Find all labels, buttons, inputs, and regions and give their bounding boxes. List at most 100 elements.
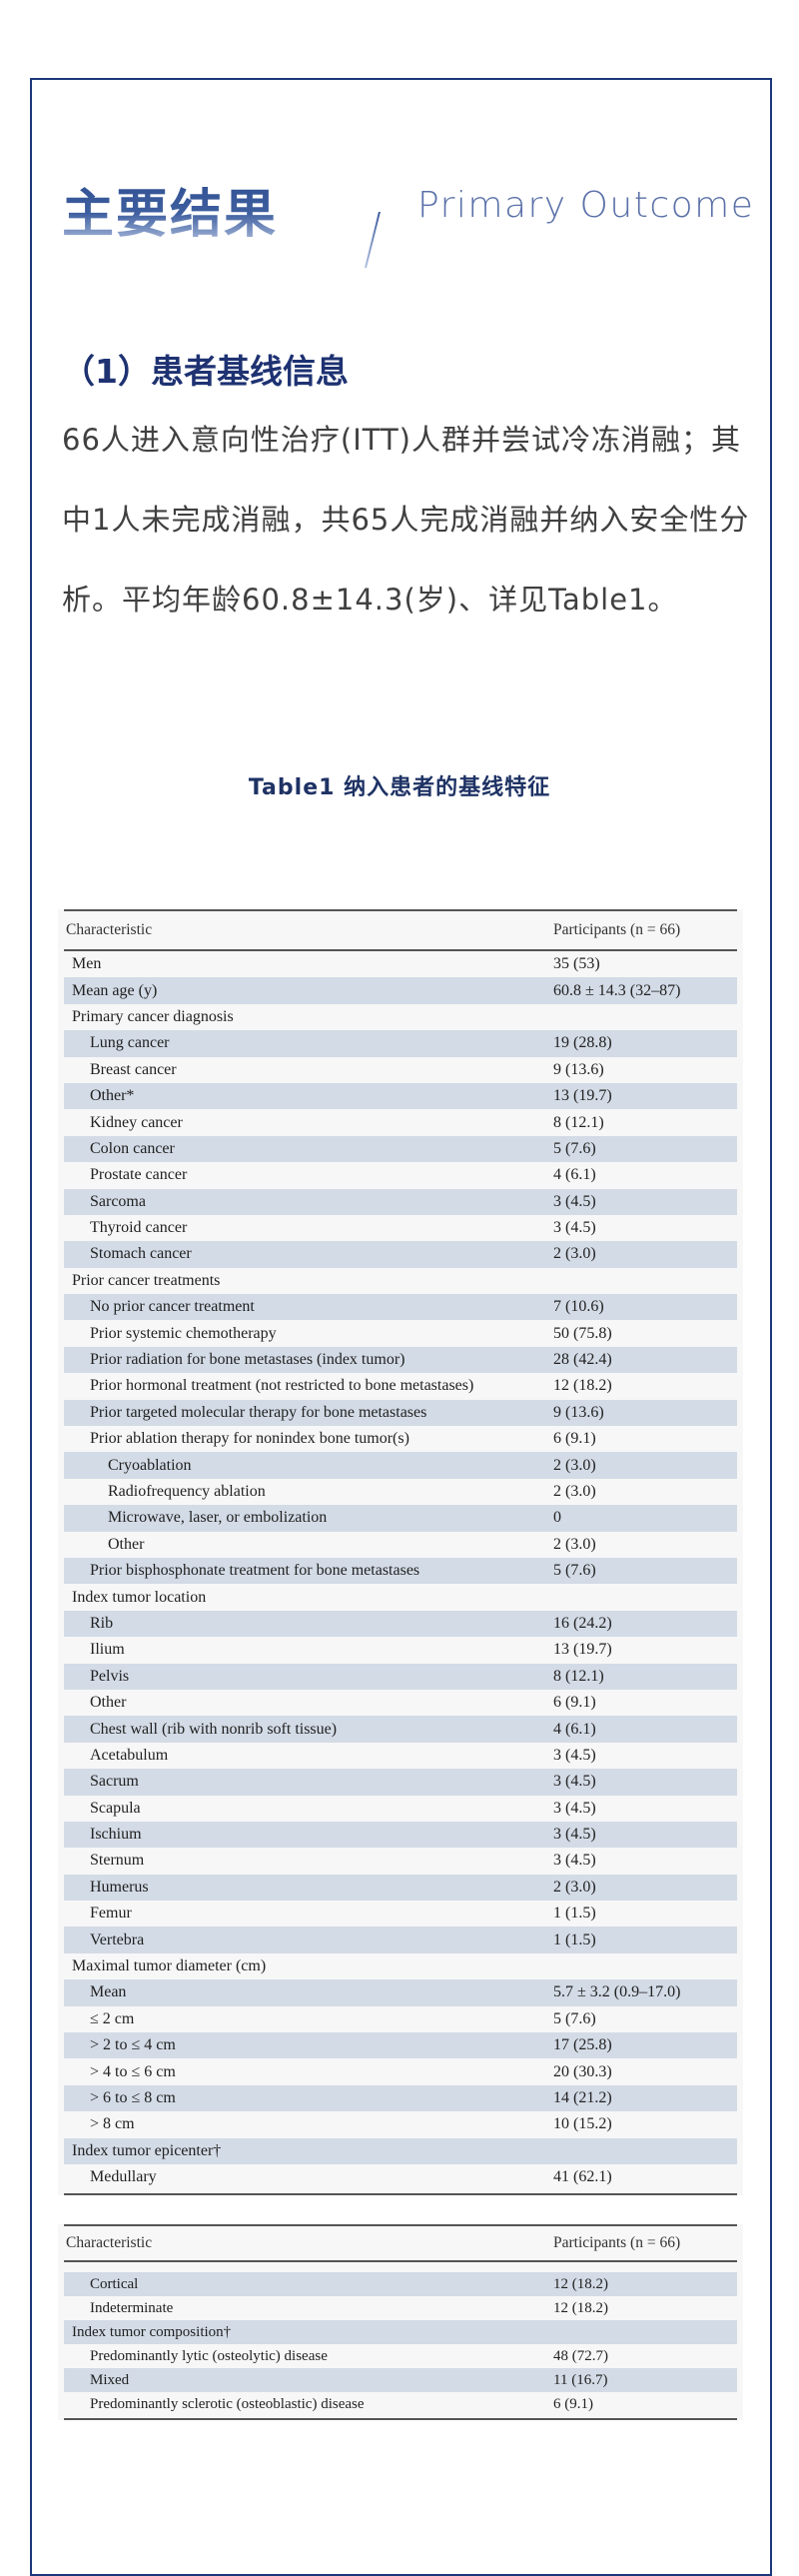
row-value: 50 (75.8) (553, 1324, 612, 1342)
row-value: 3 (4.5) (553, 1219, 596, 1237)
row-label: Stomach cancer (90, 1245, 192, 1263)
table-row: Sternum 3 (4.5) (64, 1848, 737, 1874)
row-label: Prior bisphosphonate treatment for bone … (90, 1562, 420, 1580)
row-value: 8 (12.1) (553, 1113, 604, 1131)
table-row: Other 6 (9.1) (64, 1690, 737, 1716)
table-row: Prior cancer treatments (64, 1268, 737, 1294)
column-header-participants: Participants (n = 66) (553, 921, 681, 938)
row-label: Medullary (90, 2168, 157, 2186)
row-label: Microwave, laser, or embolization (108, 1509, 328, 1527)
row-value: 3 (4.5) (553, 1773, 596, 1791)
table-row: Index tumor composition† (64, 2320, 737, 2344)
row-label: Lung cancer (90, 1034, 170, 1052)
row-label: Prior hormonal treatment (not restricted… (90, 1377, 474, 1395)
row-label: Ischium (90, 1826, 142, 1844)
row-label: Cryoablation (108, 1456, 192, 1474)
table-row: Prior radiation for bone metastases (ind… (64, 1346, 737, 1374)
row-value: 5 (7.6) (553, 1562, 596, 1580)
row-value: 2 (3.0) (553, 1456, 596, 1474)
row-label: > 4 to ≤ 6 cm (90, 2062, 176, 2080)
row-label: Primary cancer diagnosis (72, 1007, 234, 1025)
table-row: Predominantly lytic (osteolytic) disease… (64, 2344, 737, 2368)
row-value: 0 (553, 1509, 561, 1527)
row-label: Ilium (90, 1641, 125, 1659)
table-header: Characteristic Participants (n = 66) (64, 909, 737, 951)
row-label: Index tumor epicenter† (72, 2141, 222, 2159)
row-label: Prior radiation for bone metastases (ind… (90, 1351, 405, 1369)
table-row: ≤ 2 cm 5 (7.6) (64, 2006, 737, 2032)
table-row: Mixed 11 (16.7) (64, 2368, 737, 2392)
table-row: > 2 to ≤ 4 cm 17 (25.8) (64, 2032, 737, 2059)
row-label: Kidney cancer (90, 1113, 183, 1131)
row-label: Scapula (90, 1799, 141, 1817)
row-value: 2 (3.0) (553, 1535, 596, 1553)
row-label: Other (90, 1694, 127, 1712)
row-label: Prior systemic chemotherapy (90, 1324, 277, 1342)
row-value: 10 (15.2) (553, 2115, 612, 2133)
row-label: Index tumor location (72, 1588, 207, 1606)
table-row: Ilium 13 (19.7) (64, 1637, 737, 1663)
table-row: > 8 cm 10 (15.2) (64, 2111, 737, 2137)
row-value: 16 (24.2) (553, 1614, 612, 1632)
row-value: 3 (4.5) (553, 1852, 596, 1870)
table-row: Indeterminate 12 (18.2) (64, 2296, 737, 2320)
table-row: Radiofrequency ablation 2 (3.0) (64, 1479, 737, 1505)
table-row: > 6 to ≤ 8 cm 14 (21.2) (64, 2084, 737, 2112)
row-label: Femur (90, 1905, 132, 1923)
row-label: ≤ 2 cm (90, 2009, 135, 2027)
table-row: Kidney cancer 8 (12.1) (64, 1109, 737, 1135)
section-title-english: Primary Outcome (417, 185, 755, 226)
row-value: 60.8 ± 14.3 (32–87) (553, 981, 681, 999)
row-label: No prior cancer treatment (90, 1298, 255, 1316)
column-header-characteristic: Characteristic (66, 921, 153, 938)
table-row: Rib 16 (24.2) (64, 1610, 737, 1638)
column-header-participants: Participants (n = 66) (553, 2234, 681, 2251)
table-row: Sacrum 3 (4.5) (64, 1769, 737, 1796)
row-value: 28 (42.4) (553, 1351, 612, 1369)
table-caption: Table1 纳入患者的基线特征 (248, 775, 551, 800)
row-label: Mean age (y) (72, 981, 158, 999)
row-value: 20 (30.3) (553, 2062, 612, 2080)
row-label: Breast cancer (90, 1060, 177, 1078)
row-value: 7 (10.6) (553, 1298, 604, 1316)
row-value: 5 (7.6) (553, 1139, 596, 1157)
column-header-characteristic: Characteristic (66, 2234, 153, 2251)
table-row: Prior hormonal treatment (not restricted… (64, 1373, 737, 1399)
table-row: Prior ablation therapy for nonindex bone… (64, 1426, 737, 1452)
table-row: Lung cancer 19 (28.8) (64, 1030, 737, 1057)
table-row: Maximal tumor diameter (cm) (64, 1953, 737, 1979)
row-label: Prior targeted molecular therapy for bon… (90, 1403, 427, 1421)
table-row: Mean age (y) 60.8 ± 14.3 (32–87) (64, 977, 737, 1004)
row-label: Sarcoma (90, 1192, 146, 1210)
table-row: Breast cancer 9 (13.6) (64, 1057, 737, 1083)
table-row: Microwave, laser, or embolization 0 (64, 1505, 737, 1532)
table-row: Stomach cancer 2 (3.0) (64, 1241, 737, 1268)
row-label: Humerus (90, 1878, 149, 1896)
baseline-table: Characteristic Participants (n = 66) Men… (58, 909, 743, 2196)
row-value: 12 (18.2) (553, 1377, 612, 1395)
table-row: Other* 13 (19.7) (64, 1082, 737, 1110)
body-paragraph: 66人进入意向性治疗(ITT)人群并尝试冷冻消融；其中1人未完成消融，共65人完… (62, 423, 750, 617)
row-value: 14 (21.2) (553, 2088, 612, 2106)
table-row: Scapula 3 (4.5) (64, 1796, 737, 1822)
row-value: 17 (25.8) (553, 2036, 612, 2054)
row-value: 3 (4.5) (553, 1826, 596, 1844)
row-value: 6 (9.1) (553, 2395, 593, 2412)
row-label: Mixed (90, 2371, 130, 2388)
table-row: > 4 to ≤ 6 cm 20 (30.3) (64, 2058, 737, 2084)
row-value: 3 (4.5) (553, 1746, 596, 1764)
row-value: 5 (7.6) (553, 2009, 596, 2027)
row-value: 6 (9.1) (553, 1430, 596, 1448)
row-label: Index tumor composition† (72, 2323, 232, 2340)
table-row: Prior targeted molecular therapy for bon… (64, 1399, 737, 1427)
row-label: Other (108, 1535, 145, 1553)
row-value: 5.7 ± 3.2 (0.9–17.0) (553, 1983, 681, 2001)
table-row: Prior bisphosphonate treatment for bone … (64, 1557, 737, 1585)
row-label: Radiofrequency ablation (108, 1483, 266, 1500)
table-row: Predominantly sclerotic (osteoblastic) d… (64, 2392, 737, 2416)
row-label: Sternum (90, 1852, 145, 1870)
table-row: No prior cancer treatment 7 (10.6) (64, 1294, 737, 1321)
table-row: Chest wall (rib with nonrib soft tissue)… (64, 1716, 737, 1743)
row-label: Thyroid cancer (90, 1219, 188, 1237)
row-value: 2 (3.0) (553, 1245, 596, 1263)
